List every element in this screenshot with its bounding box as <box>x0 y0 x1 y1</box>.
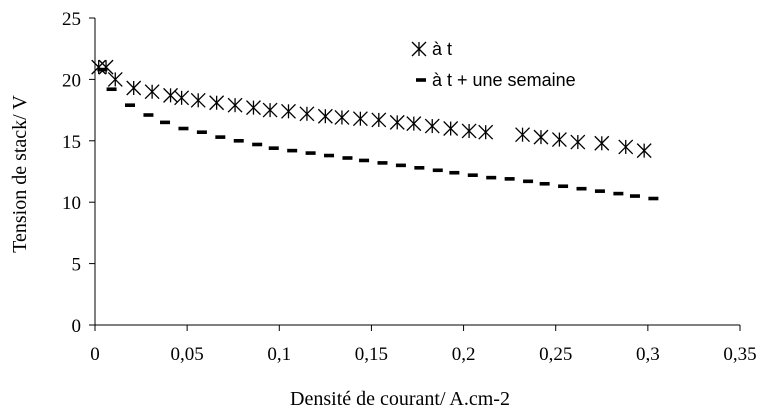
tick-labels: 0 0,05 0,1 0,15 0,2 0,25 0,3 0,35 0 5 10 15 20 25 <box>62 9 757 365</box>
data-point-a-t <box>352 111 368 127</box>
data-point-a-t <box>515 127 531 143</box>
data-point-a-t-plus-une-semaine <box>467 173 478 177</box>
data-point-a-t-plus-une-semaine <box>648 196 659 201</box>
data-point-a-t-plus-une-semaine <box>359 158 370 163</box>
x-tick-label: 0,15 <box>355 344 388 365</box>
data-point-a-t <box>424 118 440 134</box>
data-point-a-t <box>299 106 315 122</box>
data-point-a-t-plus-une-semaine <box>613 191 624 196</box>
y-axis-title: Tension de stack/ V <box>9 95 31 253</box>
data-point-a-t-plus-une-semaine <box>558 184 569 189</box>
data-point-a-t <box>126 80 142 96</box>
data-point-a-t <box>618 139 634 155</box>
data-point-a-t <box>281 103 296 119</box>
legend-asterisk-icon <box>411 41 427 57</box>
data-point-a-t-plus-une-semaine <box>449 170 460 175</box>
data-point-a-t <box>334 110 350 125</box>
data-point-a-t-plus-une-semaine <box>287 148 298 153</box>
data-point-a-t-plus-une-semaine <box>252 142 263 147</box>
data-point-a-t-plus-une-semaine <box>305 151 316 155</box>
data-point-a-t-plus-une-semaine <box>268 146 279 150</box>
data-point-a-t <box>174 90 190 106</box>
data-point-a-t <box>262 102 278 118</box>
data-point-a-t-plus-une-semaine <box>215 135 226 139</box>
y-tick-label: 0 <box>72 316 82 337</box>
data-point-a-t-plus-une-semaine <box>97 67 108 72</box>
data-point-a-t-plus-une-semaine <box>106 87 117 92</box>
data-point-a-t-plus-une-semaine <box>143 113 154 117</box>
ticks <box>89 17 741 331</box>
data-point-a-t <box>91 59 107 75</box>
x-tick-label: 0,35 <box>723 344 756 365</box>
x-tick-label: 0,2 <box>452 344 476 365</box>
x-tick-label: 0,25 <box>539 344 572 365</box>
x-tick-label: 0,1 <box>267 344 291 365</box>
x-tick-label: 0,05 <box>171 344 204 365</box>
data-point-a-t <box>478 124 494 140</box>
data-point-a-t <box>636 143 652 159</box>
data-point-a-t <box>98 59 114 75</box>
data-point-a-t <box>371 112 387 128</box>
data-marks <box>91 59 659 201</box>
data-point-a-t <box>461 123 477 139</box>
data-point-a-t-plus-une-semaine <box>178 126 189 131</box>
legend-marker-a-t-plus-une-semaine <box>416 78 426 82</box>
data-point-a-t <box>533 129 549 145</box>
data-point-a-t-plus-une-semaine <box>160 120 171 125</box>
legend-label-a-t-plus-une-semaine: à t + une semaine <box>432 70 576 90</box>
data-point-a-t-plus-une-semaine <box>342 156 353 160</box>
y-tick-label: 10 <box>62 193 81 214</box>
y-tick-label: 20 <box>62 70 81 91</box>
x-tick-label: 0,3 <box>636 344 660 365</box>
data-point-a-t <box>227 97 243 113</box>
data-point-a-t-plus-une-semaine <box>523 179 534 184</box>
data-point-a-t <box>389 114 405 130</box>
x-axis-title: Densité de courant/ A.cm-2 <box>290 388 510 410</box>
x-tick-label: 0 <box>90 344 100 365</box>
data-point-a-t <box>144 84 160 100</box>
data-point-a-t <box>570 134 586 150</box>
data-point-a-t <box>594 135 610 151</box>
axes <box>94 18 740 326</box>
data-point-a-t <box>107 71 123 87</box>
data-point-a-t <box>317 108 333 124</box>
data-point-a-t-plus-une-semaine <box>576 186 587 191</box>
data-point-a-t-plus-une-semaine <box>233 139 244 143</box>
data-point-a-t <box>551 132 567 148</box>
data-point-a-t <box>406 116 422 132</box>
data-point-a-t <box>209 95 225 111</box>
data-point-a-t-plus-une-semaine <box>377 161 388 165</box>
data-point-a-t-plus-une-semaine <box>395 163 406 168</box>
legend-marker-a-t <box>411 41 427 57</box>
legend: à t à t + une semaine <box>411 39 576 90</box>
y-tick-label: 5 <box>72 255 82 276</box>
y-tick-label: 25 <box>62 9 81 30</box>
data-point-a-t-plus-une-semaine <box>594 189 605 193</box>
y-tick-label: 15 <box>62 132 81 153</box>
data-point-a-t-plus-une-semaine <box>629 194 640 198</box>
data-point-a-t <box>190 92 206 108</box>
data-point-a-t-plus-une-semaine <box>324 153 335 158</box>
legend-label-a-t: à t <box>432 39 452 59</box>
data-point-a-t-plus-une-semaine <box>539 181 550 186</box>
data-point-a-t <box>246 100 261 116</box>
data-point-a-t-plus-une-semaine <box>504 177 515 181</box>
legend-dash-icon <box>416 78 426 82</box>
data-point-a-t-plus-une-semaine <box>196 130 207 135</box>
data-point-a-t-plus-une-semaine <box>486 175 497 180</box>
data-point-a-t <box>163 87 179 103</box>
data-point-a-t-plus-une-semaine <box>414 166 425 170</box>
data-point-a-t-plus-une-semaine <box>125 103 136 107</box>
data-point-a-t-plus-une-semaine <box>432 168 443 173</box>
data-point-a-t <box>443 121 459 136</box>
